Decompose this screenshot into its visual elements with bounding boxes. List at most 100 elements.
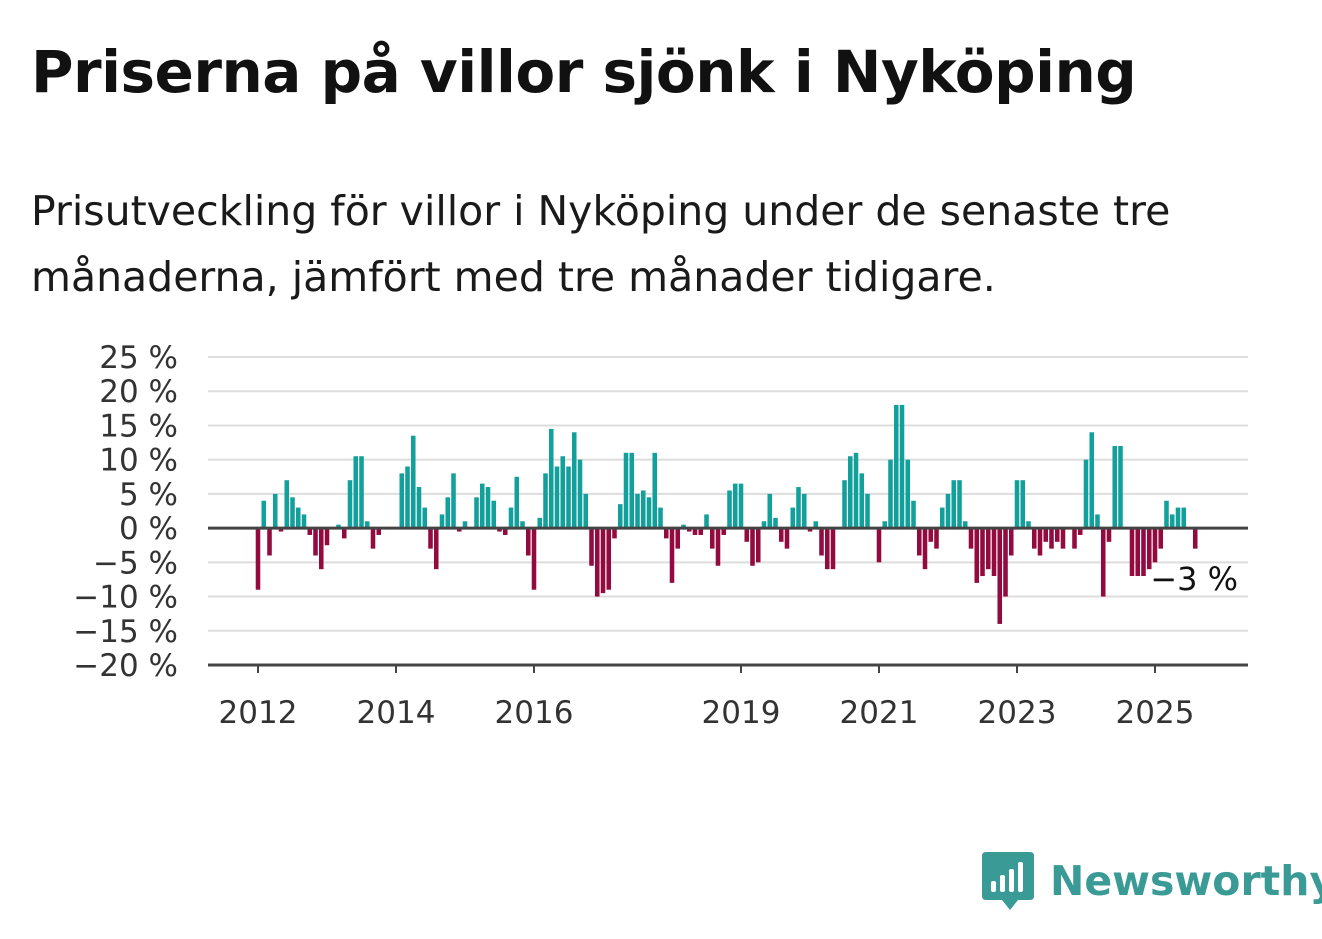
- bar: [646, 497, 652, 529]
- bar: [353, 456, 359, 529]
- bar: [922, 528, 928, 570]
- bar: [629, 452, 635, 529]
- bar: [560, 456, 566, 529]
- y-tick-label: 25 %: [99, 340, 178, 376]
- bar: [801, 493, 807, 529]
- bar: [899, 404, 905, 529]
- bar: [566, 466, 571, 529]
- bar: [807, 528, 813, 532]
- bar: [876, 528, 882, 563]
- bar: [456, 528, 462, 532]
- bar: [422, 507, 428, 529]
- bar: [1106, 528, 1112, 542]
- bar: [295, 507, 301, 529]
- bar: [617, 504, 623, 529]
- y-tick-label: 20 %: [99, 374, 178, 410]
- bar: [405, 466, 410, 529]
- bar: [502, 528, 508, 535]
- bar: [589, 528, 594, 566]
- bar: [669, 528, 675, 583]
- bar: [790, 507, 796, 529]
- bar: [543, 473, 548, 529]
- bar: [704, 514, 709, 529]
- bar: [537, 517, 543, 529]
- bar: [675, 528, 681, 549]
- x-tick-label: 2016: [495, 695, 574, 730]
- bar: [980, 528, 985, 577]
- x-tick-label: 2014: [357, 695, 436, 730]
- bar: [1192, 528, 1198, 549]
- bar: [1095, 514, 1100, 529]
- annotations: −3 %: [1150, 560, 1238, 598]
- bar: [1100, 528, 1106, 597]
- bar: [985, 528, 991, 570]
- bar: [738, 483, 744, 529]
- bar: [1181, 507, 1187, 529]
- bar: [1020, 480, 1026, 529]
- bar: [847, 456, 853, 529]
- bar: [376, 528, 382, 535]
- bar: [341, 528, 347, 539]
- bar: [686, 528, 692, 532]
- bar: [1083, 459, 1089, 529]
- bar: [479, 483, 485, 529]
- bar: [1043, 528, 1049, 542]
- bar: [905, 459, 911, 529]
- bar: [301, 514, 307, 529]
- bar: [336, 524, 341, 529]
- bar: [859, 473, 865, 529]
- bar: [709, 528, 715, 549]
- bar: [1141, 528, 1146, 577]
- bar: [554, 466, 560, 529]
- bar: [428, 528, 433, 549]
- x-tick-label: 2019: [702, 695, 781, 730]
- bar: [571, 432, 577, 529]
- bar: [491, 500, 497, 529]
- x-tick-label: 2023: [978, 695, 1057, 730]
- bar: [520, 521, 525, 529]
- y-tick-label: 10 %: [99, 443, 178, 479]
- bar: [531, 528, 537, 590]
- bar: [399, 473, 405, 529]
- bar: [974, 528, 980, 583]
- bar: [612, 528, 617, 539]
- bar: [1112, 445, 1118, 529]
- bar: [939, 507, 945, 529]
- bar-chart: 25 %20 %15 %10 %5 %0 %−5 %−10 %−15 %−20 …: [73, 340, 1248, 730]
- newsworthy-logo-icon: [982, 852, 1034, 910]
- bar: [1060, 528, 1066, 549]
- bar: [1118, 445, 1123, 529]
- y-tick-label: 5 %: [119, 477, 178, 513]
- bar: [1049, 528, 1054, 549]
- x-tick-label: 2021: [840, 695, 919, 730]
- bar: [583, 493, 589, 529]
- bar: [255, 528, 261, 590]
- y-tick-label: −15 %: [73, 614, 178, 650]
- bar: [451, 473, 456, 529]
- bar: [732, 483, 738, 529]
- bar: [284, 480, 290, 529]
- bar: [623, 452, 629, 529]
- bar: [773, 517, 778, 529]
- bar-series: [255, 404, 1198, 624]
- bar: [508, 507, 514, 529]
- chart-title: Priserna på villor sjönk i Nyköping: [31, 38, 1137, 106]
- bar: [698, 528, 704, 535]
- bar: [1158, 528, 1164, 549]
- y-tick-label: −20 %: [73, 648, 178, 684]
- bar: [462, 521, 468, 529]
- bar: [267, 528, 272, 556]
- bar: [928, 528, 934, 542]
- bar: [658, 507, 663, 529]
- x-axis: 2012 2014 2016 2019 2021 2023 2025: [208, 526, 1248, 730]
- bar: [882, 521, 888, 529]
- bar: [1089, 432, 1095, 529]
- brand-name: Newsworthy: [1050, 857, 1322, 905]
- bar: [433, 528, 439, 570]
- bar: [813, 521, 819, 529]
- bar: [767, 493, 773, 529]
- bar: [652, 452, 658, 529]
- bar: [410, 435, 416, 529]
- bar: [577, 459, 583, 529]
- bar: [916, 528, 922, 556]
